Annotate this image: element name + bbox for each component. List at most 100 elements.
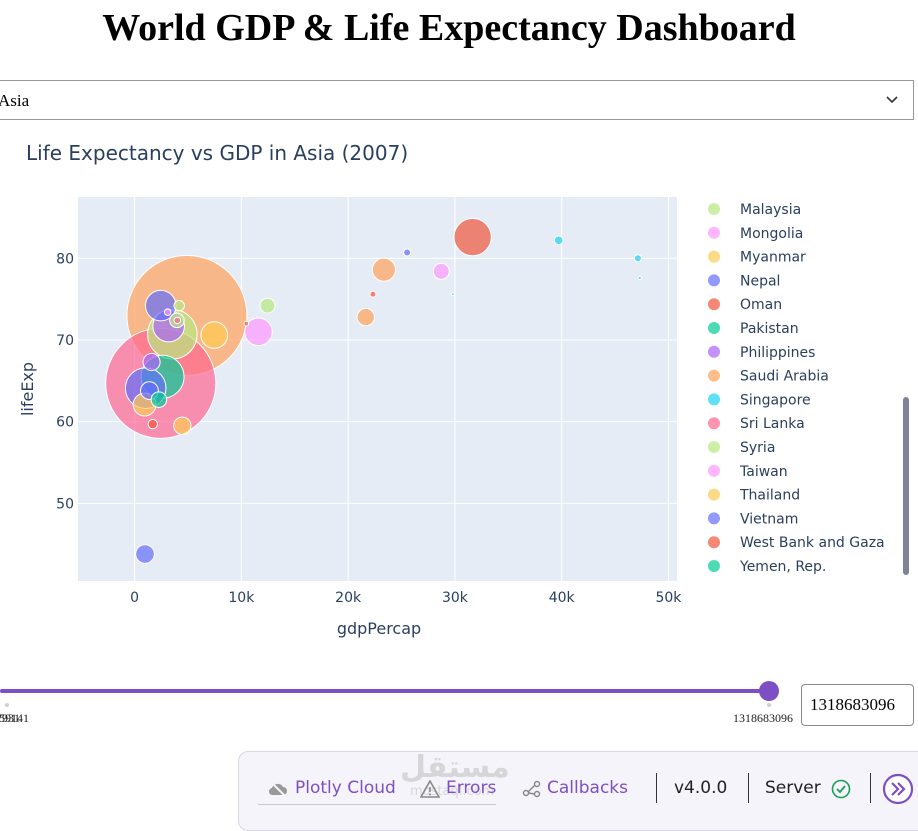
continent-dropdown[interactable]: Asia (0, 80, 914, 120)
slider-max-label: 1318683096 (733, 711, 793, 725)
legend-item: Vietnam (740, 511, 798, 527)
chart-title: Life Expectancy vs GDP in Asia (2007) (26, 141, 408, 165)
check-circle-icon (831, 779, 851, 799)
watermark: مستقل (400, 750, 510, 785)
legend-item: Thailand (739, 488, 800, 504)
legend-item: Singapore (740, 392, 811, 408)
x-tick-label: 40k (549, 590, 576, 606)
population-input[interactable]: 1318683096 (801, 684, 914, 726)
data-point (135, 544, 155, 564)
data-point (173, 299, 185, 312)
legend-item: Taiwan (739, 464, 788, 480)
server-status-label: Server (765, 778, 821, 798)
errors-button[interactable]: Errors (446, 778, 497, 798)
legend-item: Mongolia (740, 226, 803, 242)
devtools-separator (870, 773, 871, 803)
warning-icon (420, 780, 440, 798)
data-point (173, 316, 182, 325)
y-tick-labels: 50 60 70 80 (56, 251, 74, 512)
y-tick-label: 80 (56, 251, 74, 267)
chart-legend[interactable]: Malaysia Mongolia Myanmar Nepal Oman Pakistan… (708, 202, 885, 575)
data-point (371, 257, 396, 282)
legend-marker (708, 298, 720, 311)
legend-item: Sri Lanka (740, 416, 805, 432)
y-tick-label: 70 (56, 333, 74, 349)
data-point (369, 290, 377, 298)
page-title: World GDP & Life Expectancy Dashboard (102, 7, 796, 49)
data-point (356, 307, 375, 327)
data-point (259, 297, 276, 314)
data-point (453, 217, 492, 257)
population-slider-track[interactable] (0, 689, 770, 693)
legend-marker (708, 441, 720, 453)
population-slider-handle[interactable] (759, 681, 779, 701)
data-point (403, 248, 412, 257)
expand-chevrons-icon[interactable] (882, 773, 914, 805)
legend-item: West Bank and Gaza (740, 535, 885, 551)
legend-marker (708, 226, 720, 239)
legend-marker (708, 417, 720, 430)
slider-min-dot (5, 703, 9, 707)
legend-marker (708, 369, 720, 382)
data-point (173, 416, 192, 435)
legend-marker (708, 536, 720, 549)
slider-max-dot (767, 703, 771, 707)
legend-marker (708, 512, 720, 525)
x-axis-label: gdpPercap (337, 619, 421, 638)
chevron-down-icon[interactable] (885, 93, 899, 107)
plotly-cloud-button[interactable]: Plotly Cloud (295, 778, 396, 798)
x-tick-label: 30k (442, 590, 469, 606)
data-point (243, 320, 250, 327)
data-point (637, 275, 642, 281)
legend-marker (708, 203, 720, 215)
x-tick-label: 20k (335, 590, 362, 606)
legend-item: Nepal (740, 273, 780, 289)
legend-item: Syria (740, 440, 775, 456)
devtools-separator (748, 773, 749, 803)
devtools-underline (258, 804, 496, 805)
data-point (147, 418, 158, 430)
legend-item: Saudi Arabia (740, 369, 829, 385)
x-tick-labels: 0 10k 20k 30k 40k 50k (130, 590, 682, 606)
slider-min-label-b: 59141 (0, 711, 29, 725)
x-tick-label: 10k (228, 590, 255, 606)
data-point (432, 262, 450, 280)
version-label: v4.0.0 (674, 778, 728, 798)
legend-marker (708, 322, 720, 334)
legend-marker (708, 464, 720, 477)
legend-item: Yemen, Rep. (739, 559, 826, 575)
scatter-chart: Life Expectancy vs GDP in Asia (2007) 0 1… (18, 141, 885, 638)
devtools-separator (656, 773, 657, 803)
data-point (150, 391, 168, 408)
bubble-points (105, 217, 642, 564)
data-point (244, 317, 273, 347)
data-point (163, 308, 172, 317)
x-tick-label: 50k (655, 590, 682, 606)
legend-scrollbar[interactable] (903, 397, 909, 575)
legend-item: Malaysia (740, 202, 801, 218)
data-point (200, 321, 229, 349)
legend-item: Philippines (740, 345, 815, 361)
data-point (142, 353, 161, 372)
legend-marker (708, 274, 720, 287)
x-tick-label: 0 (130, 590, 139, 606)
y-tick-label: 50 (56, 496, 74, 512)
cloud-off-icon (268, 781, 287, 797)
legend-item: Myanmar (740, 250, 806, 266)
legend-marker (708, 560, 720, 572)
callbacks-button[interactable]: Callbacks (547, 778, 628, 798)
data-point (633, 254, 642, 263)
slider-min-label-a: 7931 (0, 711, 20, 725)
legend-item: Oman (740, 297, 782, 313)
legend-marker (708, 250, 720, 263)
dropdown-selected-value: Asia (0, 91, 30, 110)
legend-item: Pakistan (740, 321, 799, 337)
watermark-url: mostaql.com (410, 784, 495, 799)
legend-marker (708, 393, 720, 406)
y-tick-label: 60 (56, 415, 74, 431)
callbacks-graph-icon (522, 780, 541, 798)
data-point (553, 235, 564, 246)
legend-marker (708, 345, 720, 358)
data-point (450, 292, 455, 297)
legend-marker (708, 488, 720, 501)
